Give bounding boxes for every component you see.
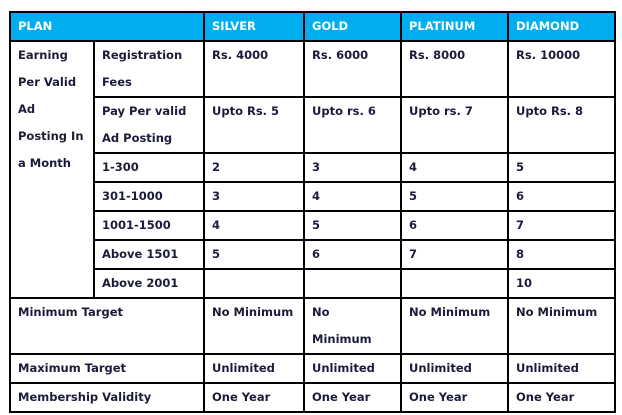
plan-value: Rs. 8000 (400, 40, 509, 98)
row-label: Minimum Target (9, 297, 205, 355)
plan-value: Rs. 4000 (203, 40, 305, 98)
header-silver: SILVER (203, 11, 305, 42)
plan-value: No Minimum (203, 297, 305, 355)
table-row: Membership Validity One Year One Year One Y… (9, 382, 616, 413)
plan-value (203, 268, 305, 299)
plan-value: 4 (203, 210, 305, 241)
plan-value: 4 (303, 181, 402, 212)
plan-value: One Year (303, 382, 402, 413)
plan-value: Unlimited (400, 353, 509, 384)
plan-value: 7 (400, 239, 509, 270)
plan-value: Rs. 6000 (303, 40, 402, 98)
plan-value: 8 (507, 239, 616, 270)
plan-value: 5 (400, 181, 509, 212)
plan-value: Rs. 10000 (507, 40, 616, 98)
row-label: 301-1000 (93, 181, 205, 212)
row-label: Above 1501 (93, 239, 205, 270)
plan-value: One Year (400, 382, 509, 413)
header-platinum: PLATINUM (400, 11, 509, 42)
plan-value: Upto Rs. 5 (203, 96, 305, 154)
plan-value: 2 (203, 152, 305, 183)
row-label: Registration Fees (93, 40, 205, 98)
plan-value: 3 (203, 181, 305, 212)
plan-value: 5 (203, 239, 305, 270)
plan-value: 10 (507, 268, 616, 299)
row-label: Pay Per valid Ad Posting (93, 96, 205, 154)
plan-value: 6 (507, 181, 616, 212)
plan-value: No Minimum (507, 297, 616, 355)
plan-comparison-table: PLAN SILVER GOLD PLATINUM DIAMOND Earnin… (9, 11, 616, 413)
header-diamond: DIAMOND (507, 11, 616, 42)
table-row: 301-1000 3 4 5 6 (10, 181, 616, 212)
row-label: Maximum Target (9, 353, 205, 384)
row-label: 1-300 (93, 152, 205, 183)
plan-value: Upto Rs. 8 (507, 96, 616, 154)
plan-value (303, 268, 402, 299)
plan-value: 4 (400, 152, 509, 183)
plan-value: One Year (203, 382, 305, 413)
row-label: Membership Validity (9, 382, 205, 413)
header-plan: PLAN (9, 11, 205, 42)
plan-value: Unlimited (303, 353, 402, 384)
row-label: 1001-1500 (93, 210, 205, 241)
plan-value: Unlimited (203, 353, 305, 384)
table-row: Earning Per Valid Ad Posting In a Month R… (9, 40, 616, 299)
plan-value: One Year (507, 382, 616, 413)
plan-value: No Minimum (303, 297, 402, 355)
plan-value: Unlimited (507, 353, 616, 384)
plan-value (400, 268, 509, 299)
plan-value: Upto rs. 7 (400, 96, 509, 154)
table-row: Above 2001 10 (10, 268, 616, 299)
plan-value: 7 (507, 210, 616, 241)
plan-value: 5 (507, 152, 616, 183)
plan-value: 3 (303, 152, 402, 183)
earning-group-label: Earning Per Valid Ad Posting In a Month (9, 40, 95, 299)
plan-value: 5 (303, 210, 402, 241)
plan-value: Upto rs. 6 (303, 96, 402, 154)
table-row: 1-300 2 3 4 5 (10, 152, 616, 183)
plan-value: No Minimum (400, 297, 509, 355)
table-row: Pay Per valid Ad Posting Upto Rs. 5 Upto r… (10, 96, 616, 154)
table-row: Maximum Target Unlimited Unlimited Unlimite… (9, 353, 616, 384)
table-row: Above 1501 5 6 7 8 (10, 239, 616, 270)
table-row: 1001-1500 4 5 6 7 (10, 210, 616, 241)
row-label: Above 2001 (93, 268, 205, 299)
header-row: PLAN SILVER GOLD PLATINUM DIAMOND (9, 11, 616, 42)
plan-value: 6 (303, 239, 402, 270)
header-gold: GOLD (303, 11, 402, 42)
plan-value: 6 (400, 210, 509, 241)
table-row: Minimum Target No Minimum No Minimum No Min… (9, 297, 616, 355)
